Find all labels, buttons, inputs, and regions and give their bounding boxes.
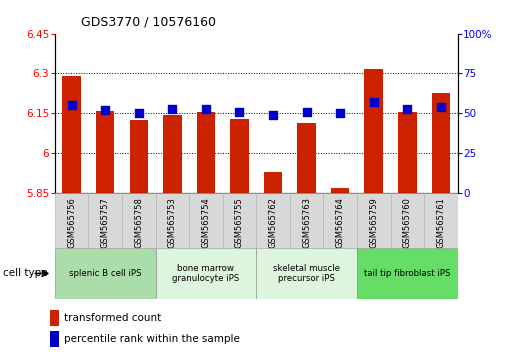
Bar	[391, 193, 424, 248]
Text: splenic B cell iPS: splenic B cell iPS	[69, 269, 142, 278]
Bar	[323, 193, 357, 248]
Bar	[264, 172, 282, 193]
Bar	[230, 119, 249, 193]
Text: GSM565753: GSM565753	[168, 197, 177, 248]
Text: GSM565759: GSM565759	[369, 197, 378, 248]
Text: GSM565763: GSM565763	[302, 197, 311, 248]
Bar	[122, 193, 155, 248]
Point	[202, 105, 210, 111]
Bar	[424, 193, 458, 248]
Bar	[398, 112, 416, 193]
Point	[336, 110, 344, 116]
Point	[101, 107, 109, 113]
Text: GSM565754: GSM565754	[201, 197, 210, 248]
Point	[403, 105, 412, 111]
Bar	[62, 76, 81, 193]
Bar	[88, 193, 122, 248]
Text: percentile rank within the sample: percentile rank within the sample	[64, 334, 240, 344]
Bar	[256, 248, 357, 299]
Bar	[365, 69, 383, 193]
Text: GSM565758: GSM565758	[134, 197, 143, 248]
Text: transformed count: transformed count	[64, 313, 162, 323]
Point	[437, 104, 445, 110]
Bar	[256, 193, 290, 248]
Text: GDS3770 / 10576160: GDS3770 / 10576160	[81, 16, 216, 29]
Text: cell type: cell type	[3, 268, 47, 279]
Bar	[155, 193, 189, 248]
Point	[269, 112, 277, 118]
Bar	[163, 115, 181, 193]
Point	[235, 109, 244, 115]
Bar	[331, 188, 349, 193]
Text: GSM565760: GSM565760	[403, 197, 412, 248]
Bar	[55, 193, 88, 248]
Text: GSM565762: GSM565762	[268, 197, 278, 248]
Point	[134, 110, 143, 116]
Bar	[298, 122, 316, 193]
Bar	[55, 248, 155, 299]
Bar	[96, 110, 115, 193]
Bar	[223, 193, 256, 248]
Text: GSM565755: GSM565755	[235, 197, 244, 248]
Point	[168, 105, 177, 111]
Text: GSM565756: GSM565756	[67, 197, 76, 248]
Bar	[197, 112, 215, 193]
Bar	[189, 193, 223, 248]
Text: skeletal muscle
precursor iPS: skeletal muscle precursor iPS	[273, 264, 340, 283]
Bar	[290, 193, 323, 248]
Point	[370, 99, 378, 105]
Bar	[155, 248, 256, 299]
Text: tail tip fibroblast iPS: tail tip fibroblast iPS	[364, 269, 450, 278]
Point	[302, 109, 311, 115]
Bar	[357, 193, 391, 248]
Text: GSM565764: GSM565764	[336, 197, 345, 248]
Bar	[357, 248, 458, 299]
Text: bone marrow
granulocyte iPS: bone marrow granulocyte iPS	[172, 264, 240, 283]
Bar	[130, 120, 148, 193]
Text: GSM565761: GSM565761	[436, 197, 446, 248]
Bar	[431, 93, 450, 193]
Point	[67, 103, 76, 108]
Text: GSM565757: GSM565757	[101, 197, 110, 248]
